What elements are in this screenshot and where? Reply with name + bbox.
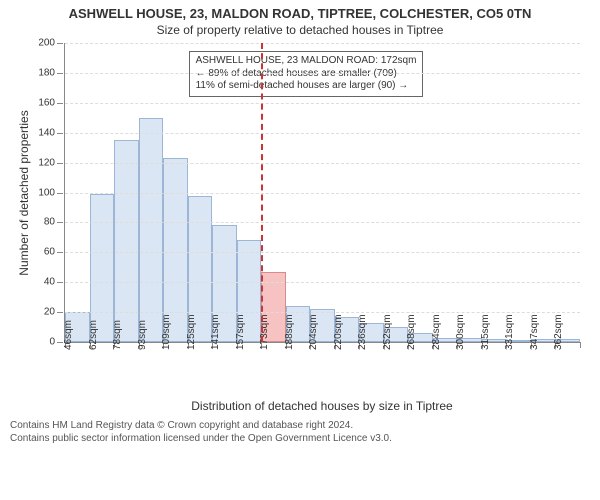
x-tick-label: 109sqm	[161, 314, 172, 350]
gridline	[65, 252, 580, 253]
x-tick-label: 78sqm	[112, 320, 123, 350]
annotation-line-1: ASHWELL HOUSE, 23 MALDON ROAD: 172sqm	[196, 55, 417, 68]
annotation-line-3: 11% of semi-detached houses are larger (…	[196, 80, 417, 93]
x-tick-label: 62sqm	[88, 320, 99, 350]
gridline	[65, 73, 580, 74]
y-tick-label: 100	[38, 187, 65, 198]
y-tick-label: 60	[44, 247, 65, 258]
x-tick-label: 300sqm	[455, 314, 466, 350]
gridline	[65, 312, 580, 313]
gridline	[65, 133, 580, 134]
x-tick-label: 220sqm	[333, 314, 344, 350]
chart-subtitle: Size of property relative to detached ho…	[0, 23, 600, 37]
y-tick-label: 120	[38, 157, 65, 168]
chart-title: ASHWELL HOUSE, 23, MALDON ROAD, TIPTREE,…	[0, 6, 600, 21]
gridline	[65, 282, 580, 283]
x-tick-label: 331sqm	[504, 314, 515, 350]
highlight-marker-line	[261, 43, 263, 342]
x-tick-label: 347sqm	[529, 314, 540, 350]
x-tick-label: 157sqm	[235, 314, 246, 350]
x-tick-label: 284sqm	[431, 314, 442, 350]
y-tick-label: 20	[44, 307, 65, 318]
histogram-bar	[139, 118, 164, 342]
y-tick-label: 180	[38, 67, 65, 78]
x-tick-label: 268sqm	[406, 314, 417, 350]
chart-container: Number of detached properties ASHWELL HO…	[10, 43, 590, 413]
x-tick-label: 252sqm	[382, 314, 393, 350]
footer-line-2: Contains public sector information licen…	[10, 432, 590, 445]
x-tick-label: 93sqm	[137, 320, 148, 350]
y-tick-label: 40	[44, 277, 65, 288]
y-tick-label: 160	[38, 97, 65, 108]
y-tick-label: 140	[38, 127, 65, 138]
footer-line-1: Contains HM Land Registry data © Crown c…	[10, 419, 590, 432]
gridline	[65, 43, 580, 44]
gridline	[65, 103, 580, 104]
x-tick-label: 141sqm	[210, 314, 221, 350]
x-tick-label: 125sqm	[186, 314, 197, 350]
footer: Contains HM Land Registry data © Crown c…	[10, 419, 590, 445]
x-tick-label: 315sqm	[480, 314, 491, 350]
x-tick	[580, 342, 581, 348]
gridline	[65, 163, 580, 164]
x-tick-label: 46sqm	[63, 320, 74, 350]
x-tick-label: 188sqm	[284, 314, 295, 350]
x-tick-label: 236sqm	[357, 314, 368, 350]
y-tick-label: 80	[44, 217, 65, 228]
x-axis-label: Distribution of detached houses by size …	[64, 399, 580, 413]
y-tick-label: 200	[38, 38, 65, 49]
y-axis-label: Number of detached properties	[17, 110, 31, 275]
x-tick-label: 204sqm	[308, 314, 319, 350]
plot-area: ASHWELL HOUSE, 23 MALDON ROAD: 172sqm ← …	[64, 43, 580, 343]
gridline	[65, 193, 580, 194]
x-tick-label: 362sqm	[553, 314, 564, 350]
gridline	[65, 222, 580, 223]
